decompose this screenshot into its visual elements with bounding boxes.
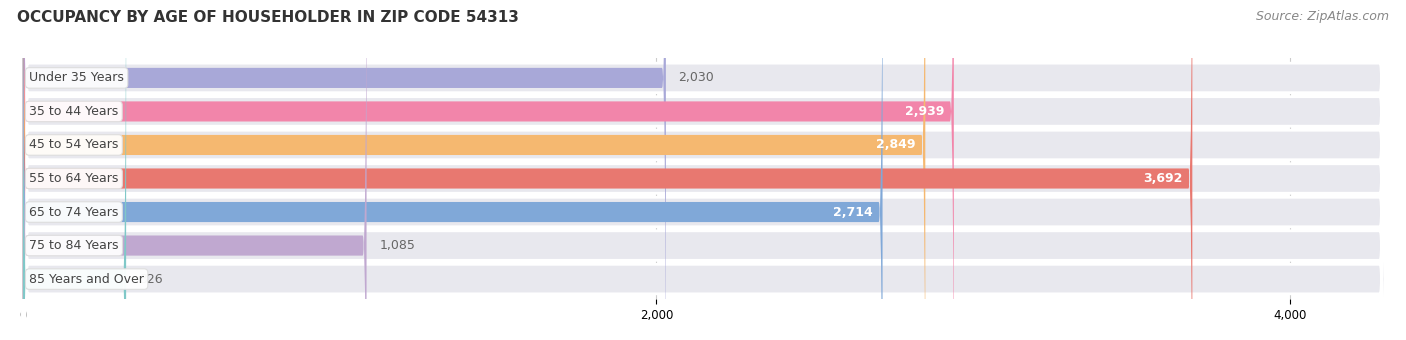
FancyBboxPatch shape [22, 0, 1385, 340]
FancyBboxPatch shape [22, 0, 883, 340]
FancyBboxPatch shape [22, 0, 1192, 340]
Text: 1,085: 1,085 [380, 239, 415, 252]
FancyBboxPatch shape [22, 0, 1385, 340]
FancyBboxPatch shape [22, 0, 1385, 340]
Text: 85 Years and Over: 85 Years and Over [30, 273, 143, 286]
FancyBboxPatch shape [22, 0, 367, 340]
Text: Source: ZipAtlas.com: Source: ZipAtlas.com [1256, 10, 1389, 23]
Text: 55 to 64 Years: 55 to 64 Years [30, 172, 118, 185]
FancyBboxPatch shape [22, 0, 1385, 340]
FancyBboxPatch shape [22, 0, 127, 340]
FancyBboxPatch shape [22, 0, 666, 340]
Text: 2,030: 2,030 [679, 71, 714, 84]
FancyBboxPatch shape [22, 0, 1385, 340]
Text: Under 35 Years: Under 35 Years [30, 71, 124, 84]
Text: 45 to 54 Years: 45 to 54 Years [30, 138, 118, 152]
Text: 65 to 74 Years: 65 to 74 Years [30, 205, 118, 219]
FancyBboxPatch shape [22, 0, 1385, 340]
Text: 326: 326 [139, 273, 163, 286]
Text: 2,714: 2,714 [834, 205, 873, 219]
Text: OCCUPANCY BY AGE OF HOUSEHOLDER IN ZIP CODE 54313: OCCUPANCY BY AGE OF HOUSEHOLDER IN ZIP C… [17, 10, 519, 25]
FancyBboxPatch shape [22, 0, 953, 340]
Text: 2,939: 2,939 [905, 105, 945, 118]
Text: 75 to 84 Years: 75 to 84 Years [30, 239, 118, 252]
Text: 35 to 44 Years: 35 to 44 Years [30, 105, 118, 118]
FancyBboxPatch shape [22, 0, 1385, 340]
Text: 2,849: 2,849 [876, 138, 915, 152]
FancyBboxPatch shape [22, 0, 925, 340]
Text: 3,692: 3,692 [1143, 172, 1182, 185]
